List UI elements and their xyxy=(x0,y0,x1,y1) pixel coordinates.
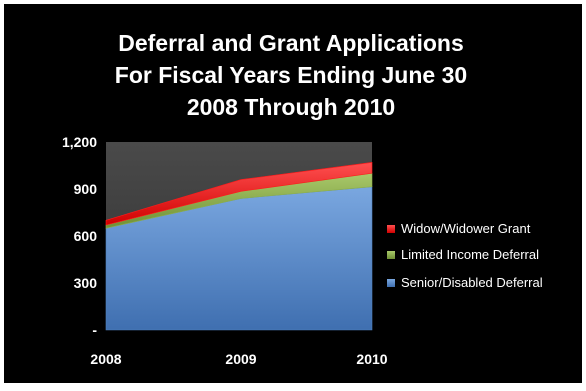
chart-title-line-3: 2008 Through 2010 xyxy=(187,94,395,120)
x-tick-label-2010: 2010 xyxy=(356,351,387,367)
y-tick-label: 300 xyxy=(74,275,98,291)
legend-swatch xyxy=(387,279,395,287)
chart-title-line-1: Deferral and Grant Applications xyxy=(118,30,464,56)
legend-item-limited-income-deferral: Limited Income Deferral xyxy=(387,247,539,262)
area-widow-widower-grant xyxy=(105,162,373,226)
x-axis-tick-labels: 2008 2009 2010 xyxy=(90,351,387,367)
legend-label: Senior/Disabled Deferral xyxy=(401,275,543,290)
chart-title-line-2: For Fiscal Years Ending June 30 xyxy=(115,62,467,88)
y-tick-label: 600 xyxy=(74,228,98,244)
x-tick-label-2009: 2009 xyxy=(225,351,256,367)
legend-item-widow-widower-grant: Widow/Widower Grant xyxy=(387,221,531,236)
legend-label: Limited Income Deferral xyxy=(401,247,539,262)
legend-label: Widow/Widower Grant xyxy=(401,221,531,236)
y-tick-label: - xyxy=(92,322,97,338)
legend: Widow/Widower Grant Limited Income Deferr… xyxy=(387,221,543,290)
legend-item-senior-disabled-deferral: Senior/Disabled Deferral xyxy=(387,275,543,290)
legend-swatch xyxy=(387,225,395,233)
area-series-layer xyxy=(105,162,373,331)
y-tick-label: 900 xyxy=(74,181,98,197)
stacked-area-chart: Deferral and Grant Applications For Fisc… xyxy=(62,30,543,367)
y-tick-label: 1,200 xyxy=(62,134,97,150)
y-axis-tick-labels: - 300 600 900 1,200 xyxy=(62,134,97,338)
x-tick-label-2008: 2008 xyxy=(90,351,121,367)
chart-container: Deferral and Grant Applications For Fisc… xyxy=(4,4,582,383)
legend-swatch xyxy=(387,251,395,259)
